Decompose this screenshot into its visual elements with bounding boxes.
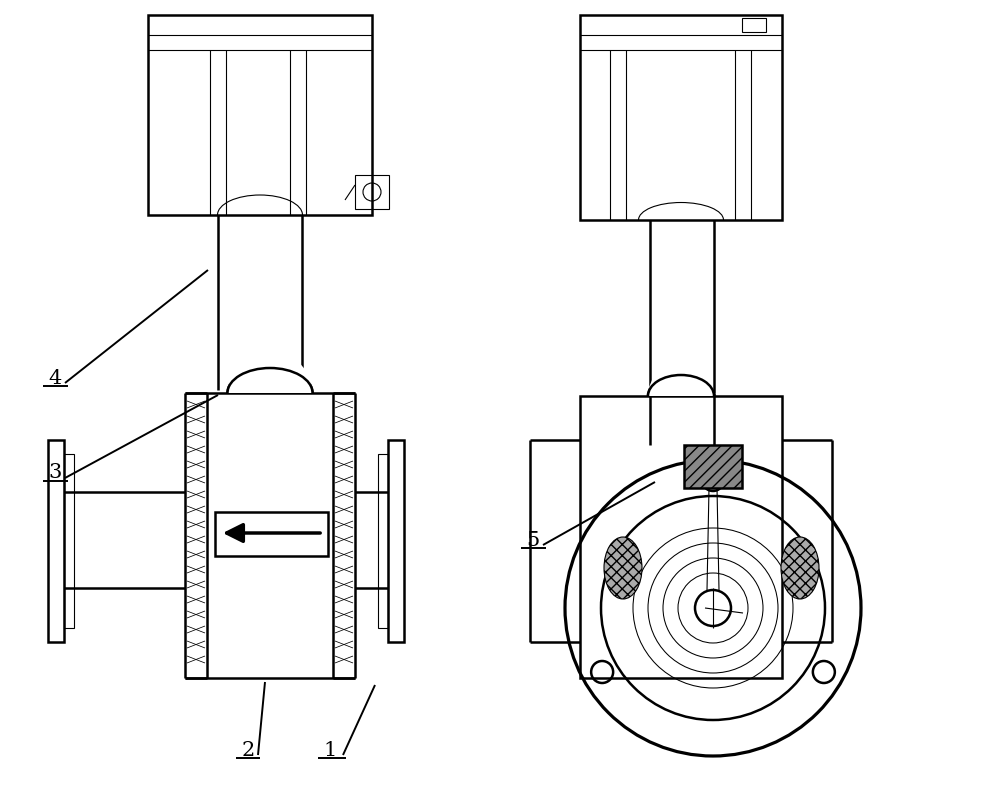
Bar [684, 445, 742, 488]
Bar [580, 396, 782, 678]
Wedge shape [648, 363, 714, 396]
Bar [388, 440, 404, 642]
Bar [215, 512, 328, 556]
Text: 1: 1 [323, 740, 337, 759]
Bar [148, 15, 372, 215]
Bar [48, 440, 64, 642]
Bar [742, 18, 766, 32]
Text: 3: 3 [48, 463, 62, 482]
Wedge shape [228, 351, 312, 393]
Text: 2: 2 [241, 740, 255, 759]
Ellipse shape [781, 537, 819, 599]
Ellipse shape [604, 537, 642, 599]
Text: 4: 4 [48, 369, 62, 388]
Bar [580, 15, 782, 220]
Text: 5: 5 [526, 530, 540, 549]
Bar [64, 454, 74, 628]
Bar [355, 175, 389, 209]
Bar [378, 454, 388, 628]
